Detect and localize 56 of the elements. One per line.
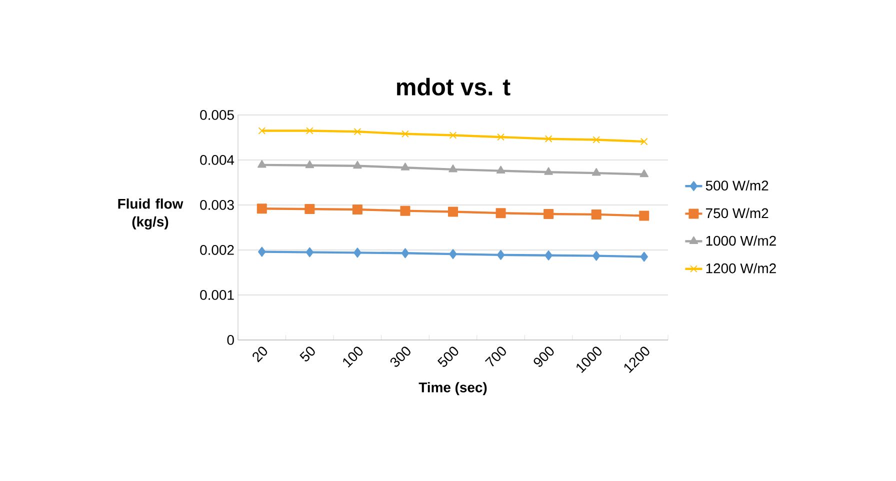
y-tick-label: 0.005: [200, 110, 234, 120]
x-axis-title: Time (sec): [418, 382, 487, 396]
point: [258, 160, 266, 168]
y-axis-title: Fluid flow (kg/s): [118, 198, 184, 230]
y-tick-label: 0.002: [200, 245, 234, 255]
point: [592, 168, 601, 176]
legend-label: 500 W/m2: [706, 180, 768, 191]
point: [496, 250, 505, 260]
point: [544, 135, 552, 143]
legend-label: 750 W/m2: [706, 208, 768, 218]
point: [400, 162, 410, 170]
y-tick-label: 0.001: [200, 290, 234, 300]
point: [448, 164, 458, 172]
point: [354, 128, 362, 136]
point: [402, 130, 409, 138]
x-tick-label: 300: [390, 346, 410, 367]
point: [401, 248, 410, 258]
point: [639, 210, 650, 221]
point: [544, 208, 554, 219]
point: [496, 166, 506, 174]
x-tick-label: 20: [252, 346, 268, 362]
point: [304, 204, 315, 214]
point: [592, 136, 600, 144]
legend-label: 1000 W/m2: [706, 235, 776, 246]
point: [448, 206, 458, 217]
point: [449, 249, 457, 260]
point: [258, 127, 266, 134]
x-tick-label: 700: [484, 346, 506, 367]
point: [305, 160, 314, 168]
point: [258, 246, 266, 257]
point: [544, 250, 552, 260]
chart-title: mdot vs. t: [397, 78, 510, 96]
point: [592, 250, 600, 261]
point: [352, 204, 362, 214]
point: [640, 169, 649, 178]
point: [544, 167, 553, 175]
point: [354, 248, 362, 258]
legend-label: 1200 W/m2: [706, 263, 776, 274]
point: [306, 127, 314, 134]
y-tick-label: 0.004: [200, 155, 234, 165]
point: [256, 204, 267, 214]
point: [640, 252, 648, 262]
point: [591, 209, 602, 220]
x-tick-label: 50: [300, 346, 315, 362]
point: [449, 132, 457, 139]
y-tick-label: 0: [227, 335, 234, 345]
point: [306, 247, 314, 258]
x-tick-label: 500: [437, 346, 458, 367]
y-tick-label: 0.003: [200, 200, 234, 210]
x-tick-label: 900: [534, 346, 554, 367]
x-tick-label: 100: [343, 346, 363, 368]
point: [400, 206, 410, 216]
point: [497, 133, 504, 141]
point: [640, 138, 648, 146]
point: [353, 160, 362, 169]
point: [496, 208, 506, 218]
